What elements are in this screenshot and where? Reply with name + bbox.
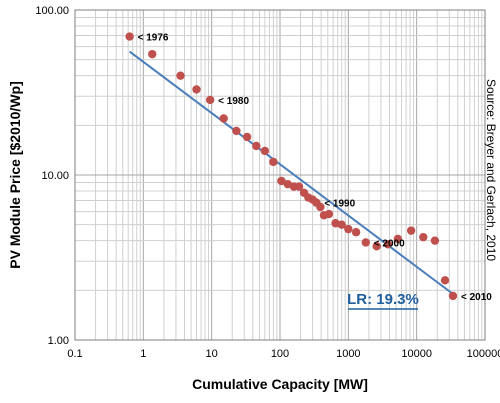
x-tick-label: 1 bbox=[140, 348, 146, 360]
x-tick-label: 100000 bbox=[467, 348, 500, 360]
data-point bbox=[372, 242, 381, 251]
data-point bbox=[205, 95, 215, 105]
data-point bbox=[192, 85, 201, 94]
plot-frame bbox=[74, 9, 486, 341]
data-point bbox=[337, 220, 346, 229]
y-axis-title: PV Module Price [$2010/Wp] bbox=[7, 81, 23, 269]
x-tick-label: 1000 bbox=[336, 348, 360, 360]
data-point bbox=[148, 49, 157, 59]
x-axis-title: Cumulative Capacity [MW] bbox=[192, 376, 368, 392]
learning-rate-label-group: LR: 19.3% bbox=[347, 291, 419, 310]
year-annotations: < 1976 < 1980 < 1990 < 2000 < 2010 bbox=[138, 33, 493, 303]
data-point bbox=[125, 32, 134, 41]
data-point bbox=[219, 114, 228, 123]
data-point bbox=[393, 234, 403, 244]
year-annotation: < 1980 bbox=[218, 96, 249, 107]
learning-rate-label: LR: 19.3% bbox=[347, 291, 419, 308]
y-axis-ticks: 1.00 10.00 100.00 bbox=[35, 5, 69, 347]
year-annotation: < 2010 bbox=[461, 292, 492, 303]
data-point bbox=[294, 182, 304, 191]
data-point bbox=[324, 209, 334, 219]
data-point bbox=[176, 71, 185, 80]
y-tick-label: 10.00 bbox=[41, 170, 69, 182]
data-point bbox=[260, 146, 270, 156]
year-annotation: < 1990 bbox=[324, 199, 355, 210]
x-axis-ticks: 0.1 1 10 100 1000 10000 100000 bbox=[67, 348, 500, 360]
data-point bbox=[269, 157, 278, 167]
data-point bbox=[383, 240, 393, 249]
data-point bbox=[242, 132, 252, 142]
y-tick-label: 1.00 bbox=[48, 335, 69, 347]
trend-line-group bbox=[129, 50, 454, 295]
y-tick-label: 100.00 bbox=[35, 5, 69, 17]
data-point bbox=[406, 226, 416, 235]
year-annotation: < 2000 bbox=[374, 238, 405, 249]
trend-line bbox=[129, 50, 454, 295]
data-point bbox=[351, 228, 361, 237]
x-tick-label: 10000 bbox=[401, 348, 432, 360]
grid-lines bbox=[74, 10, 485, 341]
data-point bbox=[316, 202, 325, 212]
data-point bbox=[277, 176, 286, 186]
x-tick-label: 10 bbox=[206, 348, 218, 360]
data-point bbox=[232, 126, 241, 136]
data-point bbox=[344, 224, 353, 234]
data-point bbox=[419, 232, 428, 242]
data-point bbox=[252, 141, 261, 151]
data-point bbox=[361, 238, 370, 247]
data-points bbox=[125, 32, 458, 301]
x-tick-label: 100 bbox=[271, 348, 289, 360]
x-tick-label: 0.1 bbox=[67, 348, 82, 360]
data-point bbox=[448, 291, 458, 301]
year-annotation: < 1976 bbox=[138, 33, 169, 44]
data-point bbox=[440, 276, 450, 285]
source-note: Source: Breyer and Gerlach, 2010 bbox=[484, 79, 498, 261]
data-point bbox=[430, 236, 440, 245]
